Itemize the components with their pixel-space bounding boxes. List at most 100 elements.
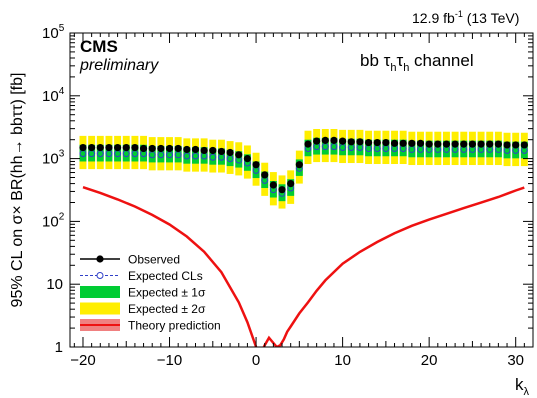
y-axis-title: 95% CL on σ× BR(hh→ bbττ) [fb] xyxy=(9,73,26,308)
plot-frame xyxy=(69,32,534,348)
cms-label: CMS xyxy=(80,37,118,56)
sigma1-box xyxy=(408,140,416,158)
sigma1-box xyxy=(494,140,502,158)
sigma1-box xyxy=(192,147,199,164)
theory-curve xyxy=(82,186,525,347)
sigma1-box xyxy=(339,138,347,156)
sigma1-box xyxy=(434,140,442,158)
x-tick-label: 10 xyxy=(334,352,351,369)
legend-item-exp: Expected CLs xyxy=(80,269,203,283)
observed-point xyxy=(235,151,243,159)
legend-label: Expected ± 1σ xyxy=(128,286,206,300)
sigma1-box xyxy=(157,145,165,163)
sigma1-box xyxy=(114,144,122,162)
sigma1-box xyxy=(460,140,468,158)
observed-point xyxy=(486,140,494,148)
sigma1-box xyxy=(399,139,407,157)
observed-series xyxy=(79,136,528,194)
x-tick-label: −20 xyxy=(70,352,95,369)
legend-item-s1: Expected ± 1σ xyxy=(80,286,206,300)
observed-point xyxy=(79,143,87,152)
legend: Observed Expected CLs Expected ± 1σ Expecte… xyxy=(80,253,221,333)
sigma1-box xyxy=(131,144,139,162)
sigma1-box xyxy=(79,144,87,162)
sigma1-box xyxy=(356,138,364,156)
sigma1-box xyxy=(96,144,104,162)
observed-point xyxy=(373,138,381,147)
observed-point xyxy=(261,171,269,179)
observed-point xyxy=(243,155,252,163)
sigma1-box xyxy=(304,139,312,157)
sigma1-box xyxy=(261,171,269,189)
sigma1-box xyxy=(148,145,156,163)
x-axis-title: kλ xyxy=(515,375,530,398)
observed-point xyxy=(148,144,156,153)
sigma1-box xyxy=(88,144,96,162)
observed-point xyxy=(139,144,148,153)
observed-point xyxy=(330,136,338,144)
observed-point xyxy=(512,141,520,149)
sigma1-box xyxy=(503,141,511,159)
sigma1-box xyxy=(417,140,424,158)
observed-point xyxy=(287,179,295,188)
observed-point xyxy=(113,143,122,152)
legend-observed-marker xyxy=(96,255,104,263)
legend-item-th: Theory prediction xyxy=(80,319,221,333)
y-tick-label: 104 xyxy=(42,86,65,105)
sigma1-box xyxy=(217,148,225,165)
sigma1-box xyxy=(287,179,295,196)
observed-point xyxy=(347,138,355,146)
sigma1-box xyxy=(520,141,528,159)
sigma1-box xyxy=(174,145,182,163)
observed-point xyxy=(321,136,329,144)
observed-point xyxy=(174,144,182,153)
sigma1-box xyxy=(442,140,450,158)
x-tick-label: 20 xyxy=(421,352,438,369)
sigma1-box xyxy=(140,144,148,162)
observed-point xyxy=(356,138,364,146)
legend-label: Expected ± 2σ xyxy=(128,302,206,316)
observed-point xyxy=(399,139,407,147)
observed-point xyxy=(477,140,485,148)
x-tick-label: 30 xyxy=(507,352,524,369)
observed-point xyxy=(278,186,286,194)
observed-point xyxy=(494,140,502,148)
y-tick-label: 10 xyxy=(46,276,63,293)
legend-sigma1-swatch xyxy=(80,286,120,298)
legend-sigma2-swatch xyxy=(80,302,120,315)
sigma1-box xyxy=(451,140,459,158)
observed-point xyxy=(226,148,234,157)
observed-point xyxy=(96,143,104,152)
expected-1sigma-band xyxy=(79,137,528,202)
y-tick-label: 103 xyxy=(42,149,65,168)
y-tick-label: 102 xyxy=(42,211,65,230)
sigma1-box xyxy=(166,145,173,163)
sigma1-box xyxy=(373,139,381,157)
observed-point xyxy=(304,140,312,148)
sigma1-box xyxy=(183,147,191,164)
legend-item-obs: Observed xyxy=(80,253,180,267)
luminosity-label: 12.9 fb-1 (13 TeV) xyxy=(412,9,519,26)
axes: −20 −10 0 10 20 30 1 10 102 103 104 105 xyxy=(42,23,534,369)
observed-point xyxy=(252,161,260,169)
sigma1-box xyxy=(347,138,355,156)
sigma1-box xyxy=(200,147,208,164)
observed-point xyxy=(416,139,425,147)
sigma1-box xyxy=(105,144,113,162)
observed-point xyxy=(191,145,200,154)
expected-point xyxy=(209,153,217,161)
sigma1-box xyxy=(243,154,251,171)
legend-label: Observed xyxy=(128,253,180,267)
sigma1-box xyxy=(365,139,373,157)
observed-point xyxy=(295,161,303,169)
y-tick-label: 1 xyxy=(55,339,63,356)
sigma1-box xyxy=(486,140,494,158)
observed-point xyxy=(390,139,399,147)
observed-point xyxy=(425,140,433,148)
observed-point xyxy=(382,138,390,147)
observed-point xyxy=(209,146,217,155)
sigma1-box xyxy=(235,151,243,168)
observed-point xyxy=(105,143,113,152)
sigma1-box xyxy=(330,137,338,155)
legend-label: Expected CLs xyxy=(128,269,203,283)
